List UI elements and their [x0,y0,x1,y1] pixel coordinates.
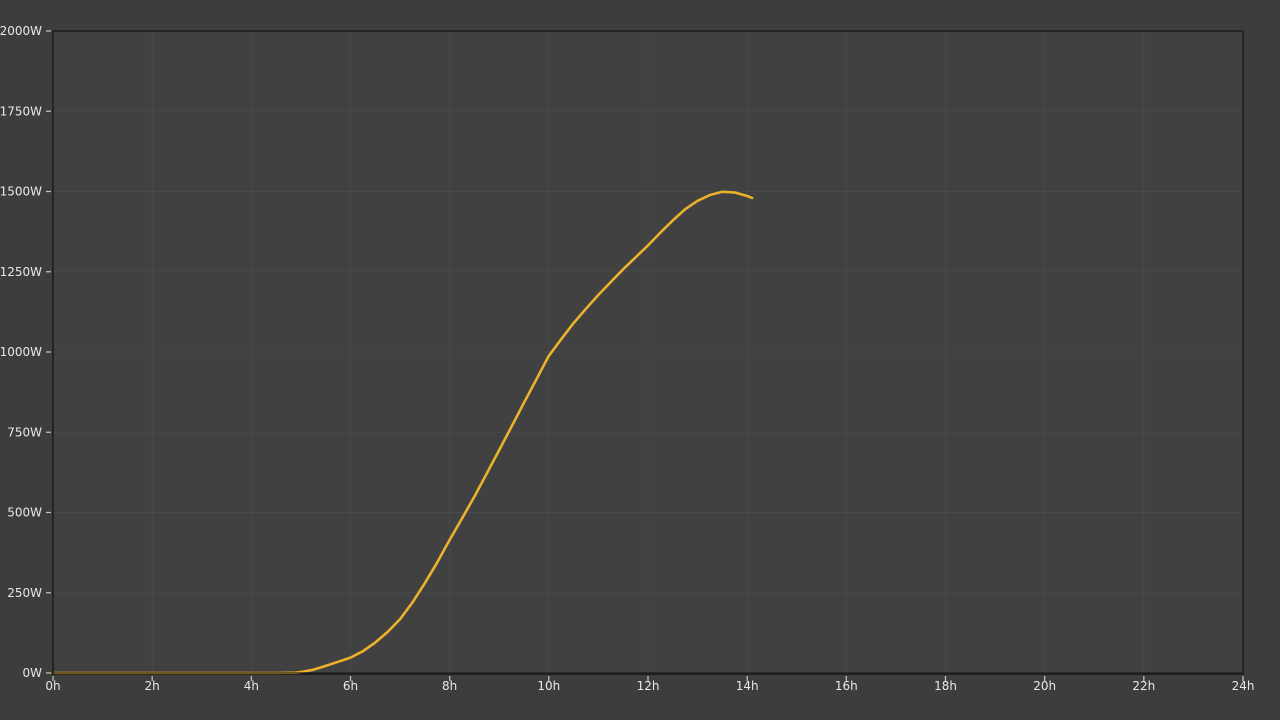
x-tick-label: 12h [637,679,660,693]
y-tick-label: 1000W [0,345,42,359]
x-tick-label: 4h [244,679,259,693]
y-tick-label: 1750W [0,104,42,118]
y-tick-label: 2000W [0,24,42,38]
x-tick-label: 22h [1132,679,1155,693]
y-tick-label: 1250W [0,265,42,279]
x-tick-label: 6h [343,679,358,693]
x-tick-label: 16h [835,679,858,693]
plot-area [53,31,1243,673]
y-tick-label: 0W [23,666,43,680]
y-tick-label: 250W [7,586,42,600]
x-tick-label: 24h [1232,679,1255,693]
x-tick-label: 8h [442,679,457,693]
y-tick-label: 750W [7,425,42,439]
y-tick-label: 1500W [0,185,42,199]
x-tick-label: 2h [145,679,160,693]
x-tick-label: 10h [537,679,560,693]
x-tick-label: 20h [1033,679,1056,693]
x-tick-label: 0h [45,679,60,693]
x-tick-label: 18h [934,679,957,693]
y-tick-label: 500W [7,506,42,520]
x-tick-label: 14h [736,679,759,693]
